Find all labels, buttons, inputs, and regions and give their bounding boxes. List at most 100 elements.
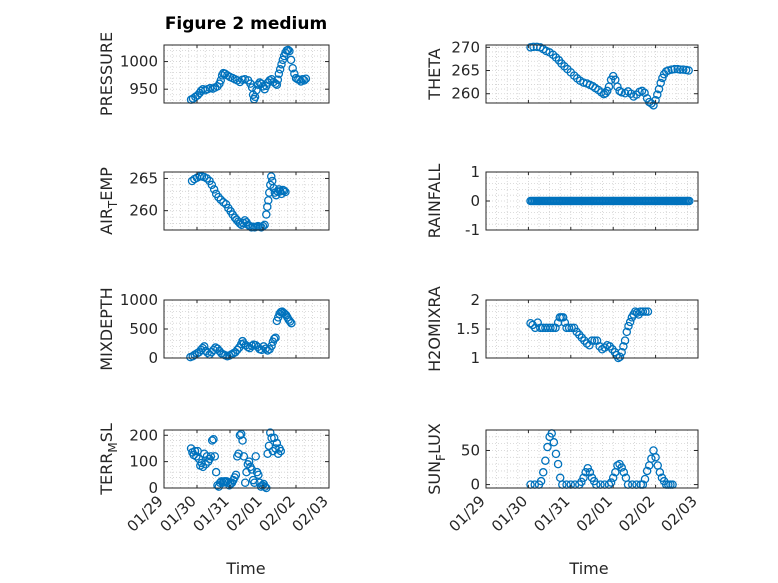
y-axis-label: PRESSURE: [97, 32, 116, 116]
y-tick-label: 0: [470, 192, 480, 210]
data-point: [233, 345, 242, 355]
y-tick-label: 100: [129, 453, 158, 471]
y-tick-label: 260: [451, 85, 480, 103]
y-tick-label: 265: [129, 169, 158, 187]
data-point: [288, 63, 297, 73]
data-point: [667, 65, 676, 74]
data-point: [560, 318, 570, 327]
data-point: [551, 323, 560, 333]
data-point: [206, 452, 216, 461]
data-point: [301, 74, 311, 83]
data-point: [613, 461, 622, 470]
data-point: [299, 76, 309, 85]
data-point: [622, 327, 632, 337]
data-point: [649, 101, 658, 110]
data-point: [286, 55, 296, 65]
x-tick-label: 01/30: [488, 492, 531, 535]
x-tick-label: 02/01: [223, 492, 266, 535]
plot-area: [486, 430, 698, 488]
data-point: [263, 202, 272, 212]
y-axis-label: AIRTEMP: [97, 167, 120, 235]
data-point: [615, 86, 624, 96]
data-point: [216, 195, 226, 204]
data-point: [277, 60, 286, 69]
y-tick-label: 0: [470, 476, 480, 494]
data-point: [551, 449, 561, 459]
y-tick-label: 500: [129, 320, 158, 338]
data-point: [600, 343, 609, 352]
data-point: [641, 307, 650, 316]
data-point: [615, 352, 625, 362]
x-tick-label: 01/31: [530, 492, 573, 535]
data-point: [281, 187, 290, 197]
data-point: [273, 75, 283, 85]
data-point: [577, 477, 586, 487]
axes-box: [163, 171, 330, 231]
data-point: [585, 340, 594, 350]
data-point: [678, 65, 688, 74]
data-point: [617, 347, 626, 357]
data-point: [587, 336, 597, 345]
data-point: [207, 180, 217, 190]
data-point: [617, 463, 626, 472]
x-tick-label: 02/03: [289, 492, 332, 535]
data-point: [617, 88, 626, 97]
data-point: [651, 95, 660, 105]
data-point: [684, 66, 693, 75]
data-point: [231, 470, 241, 480]
data-point: [640, 474, 650, 484]
data-point: [642, 466, 652, 476]
y-tick-label: 0: [148, 479, 158, 497]
data-point: [585, 468, 595, 477]
data-point: [266, 428, 275, 437]
data-point: [643, 307, 653, 316]
data-point: [543, 442, 552, 452]
data-point: [209, 434, 218, 444]
x-tick-label: 02/03: [658, 492, 701, 535]
y-tick-label: 0: [148, 349, 158, 367]
x-tick-label: 01/31: [190, 492, 233, 535]
y-tick-label: 950: [129, 80, 158, 98]
data-point: [254, 470, 263, 480]
data-point: [655, 468, 665, 477]
data-point: [274, 69, 284, 78]
data-point: [656, 78, 665, 88]
data-point: [275, 65, 285, 74]
data-point: [278, 55, 288, 65]
y-axis-label: RAINFALL: [425, 164, 444, 239]
x-tick-label: 02/02: [615, 492, 658, 535]
data-point: [626, 89, 636, 98]
data-point: [637, 86, 647, 96]
data-point: [250, 478, 259, 487]
data-point: [285, 46, 294, 56]
y-tick-label: 2: [470, 291, 480, 309]
data-point: [267, 341, 276, 351]
data-point: [625, 317, 635, 327]
y-axis-label: TERRMSL: [97, 423, 120, 496]
data-point: [558, 313, 568, 322]
data-point: [273, 449, 283, 458]
y-tick-label: 265: [451, 62, 480, 80]
subplot-3: 260 265 AIRTEMP: [97, 167, 330, 235]
data-point: [214, 192, 223, 202]
data-point: [252, 86, 261, 95]
data-point: [567, 323, 576, 333]
x-tick-label: 01/30: [157, 492, 200, 535]
data-point: [225, 481, 234, 490]
data-point: [620, 336, 630, 345]
data-point: [279, 186, 289, 195]
data-point: [269, 334, 279, 344]
data-point: [536, 476, 546, 486]
y-tick-label: -1: [465, 221, 480, 239]
x-tick-label: 02/01: [573, 492, 616, 535]
data-point: [240, 478, 250, 487]
data-point: [603, 86, 612, 96]
y-axis-label: H2OMIXRA: [425, 286, 444, 372]
data-point: [260, 220, 269, 230]
data-point: [190, 446, 200, 456]
data-point: [188, 352, 197, 361]
y-tick-label: 1000: [120, 53, 158, 71]
